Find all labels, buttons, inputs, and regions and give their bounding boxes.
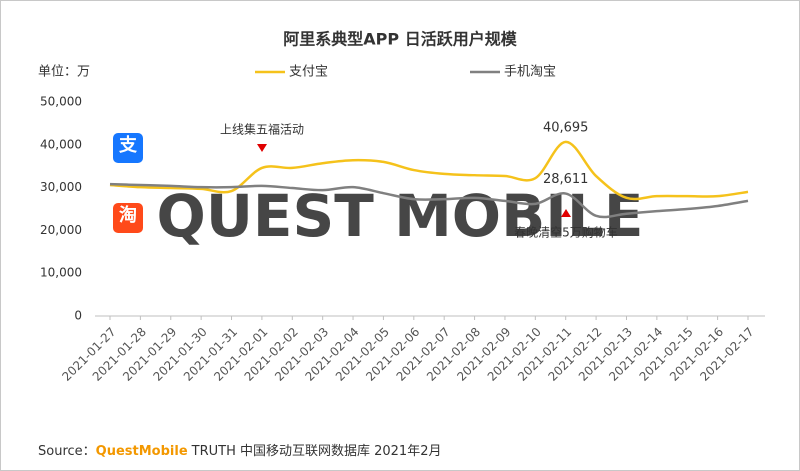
line: [109, 140, 749, 201]
line: [109, 182, 749, 219]
taobao-icon: [113, 203, 143, 233]
alipay-icon: [113, 133, 143, 163]
data-label: 28,611: [543, 172, 589, 187]
annotation-marker: [257, 144, 267, 152]
y-tick-label: 20,000: [40, 223, 82, 237]
legend-label: 手机淘宝: [504, 65, 556, 80]
icon-label: 支: [118, 134, 138, 156]
source-brand: QuestMobile: [96, 444, 188, 459]
annotation: 上线集五福活动: [220, 122, 304, 137]
icon-label: 淘: [119, 204, 137, 226]
y-tick-label: 40,000: [40, 137, 82, 151]
y-tick-label: 50,000: [40, 95, 82, 109]
unit-label: 单位：万: [38, 65, 90, 80]
annotation: 春晚清空5万购物车: [514, 225, 618, 240]
y-tick-label: 30,000: [40, 180, 82, 194]
legend-label: 支付宝: [289, 65, 328, 80]
source: Source：QuestMobile TRUTH 中国移动互联网数据库 2021年…: [38, 443, 441, 459]
data-label: 40,695: [543, 120, 589, 135]
source-prefix: Source：: [38, 444, 96, 459]
source-rest: TRUTH 中国移动互联网数据库 2021年2月: [191, 443, 442, 459]
chart-title: 阿里系典型APP 日活跃用户规模: [283, 30, 517, 49]
y-tick-label: 0: [74, 309, 82, 323]
y-tick-label: 10,000: [40, 266, 82, 280]
annotation-marker: [561, 209, 571, 217]
